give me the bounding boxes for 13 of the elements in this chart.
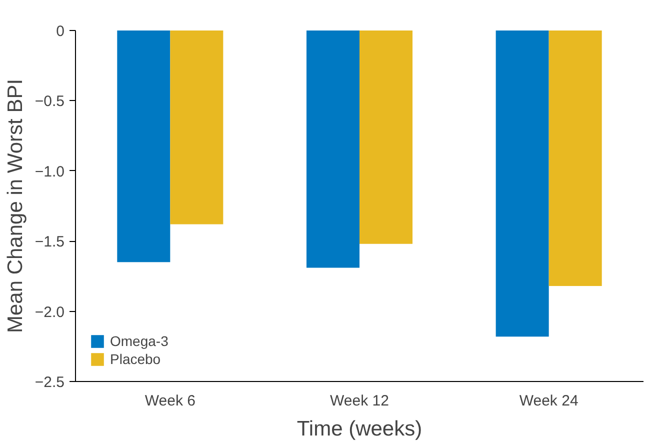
x-tick-label: Week 24 (519, 392, 578, 410)
y-tick-label: −2.5 (34, 374, 65, 391)
y-tick-label: 0 (56, 23, 64, 40)
x-tick-label: Week 12 (330, 392, 389, 410)
y-tick-label: −1.0 (34, 163, 65, 180)
x-tick-label: Week 6 (144, 392, 196, 410)
y-tick-label: −1.5 (34, 234, 65, 251)
x-axis-title: Time (weeks) (296, 418, 422, 440)
y-axis-title: Mean Change in Worst BPI (4, 78, 27, 334)
legend-label: Placebo (110, 351, 161, 367)
legend-label: Omega-3 (110, 333, 168, 349)
y-tick-label: −2.0 (34, 304, 65, 321)
y-tick-label: −0.5 (34, 93, 65, 110)
